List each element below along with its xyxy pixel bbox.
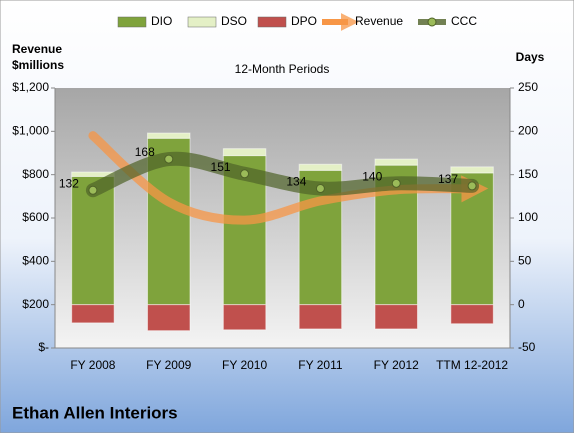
plot-area xyxy=(55,88,510,348)
chart-title: Ethan Allen Interiors xyxy=(12,403,178,422)
data-label: 137 xyxy=(438,172,458,186)
bar-segment xyxy=(222,148,267,157)
bar-segment xyxy=(374,158,418,166)
data-label: 134 xyxy=(286,175,306,189)
point xyxy=(315,184,325,194)
x-tick-label: FY 2012 xyxy=(374,358,419,372)
data-label: 168 xyxy=(135,145,155,159)
bar-segment xyxy=(71,175,115,306)
y-tick-label: $1,200 xyxy=(12,80,49,94)
y-tick-label: $400 xyxy=(22,254,49,268)
data-label: 151 xyxy=(211,160,231,174)
subtitle: 12-Month Periods xyxy=(235,62,330,76)
legend-label: DSO xyxy=(221,14,247,28)
y-axis-title: $millions xyxy=(12,58,64,72)
point xyxy=(391,178,401,188)
y-axis-title: Revenue xyxy=(12,42,62,56)
bar-segment xyxy=(147,304,191,332)
y2-tick-label: 150 xyxy=(518,167,538,181)
y2-axis-title: Days xyxy=(516,50,545,64)
bar-segment xyxy=(298,163,343,171)
x-tick-label: FY 2008 xyxy=(70,358,115,372)
point xyxy=(240,169,250,179)
bar-segment xyxy=(374,304,418,330)
y2-tick-label: 0 xyxy=(518,297,525,311)
legend-swatch xyxy=(117,16,147,28)
legend-label: Revenue xyxy=(355,14,403,28)
y-tick-label: $1,000 xyxy=(12,124,49,138)
y2-tick-label: 50 xyxy=(518,254,532,268)
bar-segment xyxy=(147,132,191,139)
point xyxy=(88,185,98,195)
legend-label: DPO xyxy=(291,14,317,28)
bar-segment xyxy=(222,304,267,331)
point xyxy=(467,181,477,191)
legend-swatch xyxy=(187,16,217,28)
y-tick-label: $800 xyxy=(22,167,49,181)
y2-tick-label: -50 xyxy=(518,340,536,354)
y2-tick-label: 250 xyxy=(518,80,538,94)
legend-swatch xyxy=(427,17,437,27)
y-tick-label: $- xyxy=(38,340,49,354)
x-tick-label: FY 2010 xyxy=(222,358,267,372)
x-tick-label: FY 2011 xyxy=(298,358,343,372)
bar-segment xyxy=(71,304,115,324)
bar-segment xyxy=(450,166,494,174)
line xyxy=(85,151,480,198)
y2-tick-label: 200 xyxy=(518,124,538,138)
bar-segment xyxy=(450,304,494,325)
y-tick-label: $200 xyxy=(22,297,49,311)
legend-swatch xyxy=(257,16,287,28)
data-label: 132 xyxy=(59,176,79,190)
point xyxy=(164,154,174,164)
x-tick-label: FY 2009 xyxy=(146,358,191,372)
bar-segment xyxy=(298,304,343,330)
y2-tick-label: 100 xyxy=(518,210,538,224)
y-tick-label: $600 xyxy=(22,210,49,224)
legend-label: CCC xyxy=(451,14,477,28)
x-tick-label: TTM 12-2012 xyxy=(436,358,508,372)
data-label: 140 xyxy=(362,170,382,184)
legend-label: DIO xyxy=(151,14,172,28)
